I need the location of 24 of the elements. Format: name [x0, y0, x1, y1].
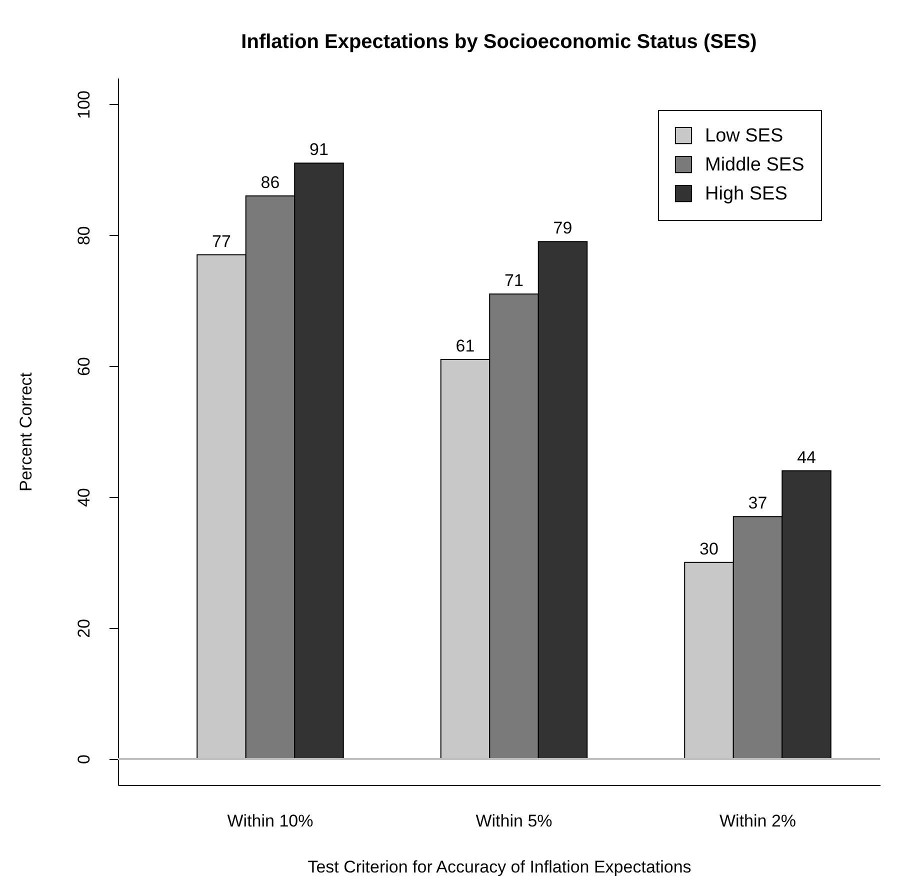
data-label: 37 — [748, 494, 768, 513]
legend-label: High SES — [705, 184, 788, 204]
x-tick-label: Within 5% — [476, 812, 552, 830]
legend-label: Middle SES — [705, 154, 804, 176]
y-tick-label: 100 — [74, 90, 94, 119]
x-axis-title: Test Criterion for Accuracy of Inflation Expectations — [308, 858, 692, 876]
x-tick-label: Within 10% — [227, 812, 314, 830]
y-tick-label: 80 — [74, 226, 94, 246]
x-tick-label: Within 2% — [720, 812, 796, 830]
data-label: 79 — [553, 218, 572, 238]
y-tick-label: 20 — [74, 618, 94, 638]
y-tick-label: 40 — [74, 488, 94, 507]
data-label: 30 — [700, 539, 718, 558]
y-tick-label: 0 — [74, 754, 94, 764]
y-axis-title: Percent Correct — [16, 372, 36, 492]
data-label: 77 — [212, 232, 231, 251]
data-label: 61 — [456, 336, 475, 356]
data-label: 71 — [504, 271, 524, 290]
data-label: 44 — [797, 448, 816, 467]
data-label: 86 — [260, 172, 280, 192]
y-tick-label: 60 — [74, 357, 94, 376]
chart-title: Inflation Expectations by Socioeconomic Status (SES) — [241, 31, 757, 53]
legend-label: Low SES — [705, 126, 784, 146]
data-label: 91 — [310, 140, 328, 160]
